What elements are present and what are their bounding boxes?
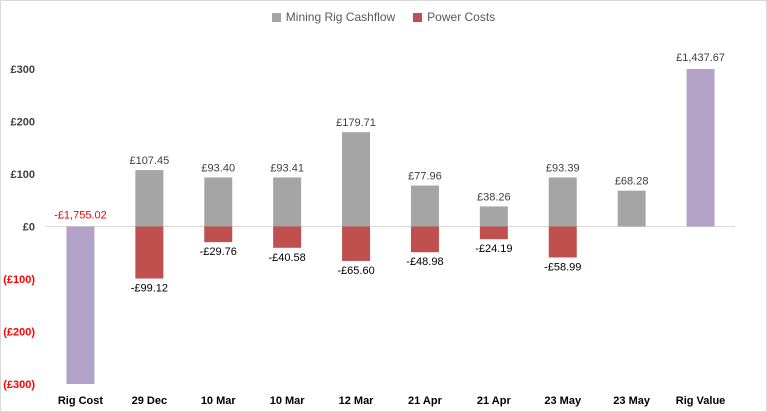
data-label-cashflow: £93.41 — [270, 162, 304, 174]
bar-cashflow — [410, 185, 439, 227]
x-tick-label: 12 Mar — [339, 395, 375, 407]
legend-swatch-power — [413, 12, 423, 22]
data-label-cashflow: £68.28 — [615, 176, 649, 188]
bar-cashflow — [548, 177, 577, 227]
x-tick-label: 23 May — [544, 395, 582, 407]
bar-cashflow — [479, 206, 508, 227]
bar-power-cost — [273, 226, 302, 248]
bar-cashflow — [204, 177, 233, 227]
y-tick-label: £100 — [11, 169, 35, 181]
bar-power-cost — [204, 226, 233, 243]
bar-power-cost — [479, 226, 508, 240]
y-tick-label: £300 — [11, 64, 35, 76]
bar-cashflow — [273, 177, 302, 227]
legend-item-cashflow: Mining Rig Cashflow — [271, 10, 396, 24]
data-label-rig-cost: -£1,755.02 — [54, 210, 107, 222]
legend-item-power: Power Costs — [413, 10, 495, 24]
data-label-power: -£29.76 — [200, 246, 237, 258]
legend-label-cashflow: Mining Rig Cashflow — [285, 10, 396, 24]
y-tick-label: (£100) — [3, 274, 35, 286]
y-tick-label: (£300) — [3, 379, 35, 391]
bar-power-cost — [135, 226, 164, 279]
bar-cashflow — [135, 170, 164, 227]
y-tick-label: £200 — [11, 117, 35, 129]
data-label-cashflow: £77.96 — [408, 171, 442, 183]
x-tick-label: 21 Apr — [477, 395, 512, 407]
data-label-cashflow: £93.39 — [546, 162, 580, 174]
data-label-power: -£65.60 — [337, 265, 374, 277]
y-tick-label: £0 — [23, 222, 35, 234]
x-tick-label: 29 Dec — [132, 395, 167, 407]
data-label-power: -£99.12 — [131, 283, 168, 295]
x-tick-label: 23 May — [613, 395, 651, 407]
data-label-power: -£58.99 — [544, 261, 581, 273]
data-label-cashflow: £107.45 — [129, 155, 169, 167]
x-tick-label: 10 Mar — [270, 395, 306, 407]
x-tick-label: 10 Mar — [201, 395, 237, 407]
bar-rig-cost — [66, 226, 95, 384]
bar-rig-value — [686, 69, 715, 227]
x-tick-label: 21 Apr — [408, 395, 443, 407]
legend-label-power: Power Costs — [427, 10, 496, 24]
bar-power-cost — [410, 226, 439, 253]
data-label-cashflow: £38.26 — [477, 191, 511, 203]
data-label-power: -£40.58 — [268, 252, 305, 264]
data-label-power: -£24.19 — [475, 243, 512, 255]
data-label-rig-value: £1,437.67 — [676, 52, 725, 64]
x-tick-label: Rig Value — [676, 395, 726, 407]
y-tick-label: (£200) — [3, 327, 35, 339]
bar-cashflow — [617, 190, 646, 227]
bar-power-cost — [342, 226, 371, 261]
bar-cashflow — [342, 132, 371, 227]
legend-swatch-cashflow — [271, 12, 281, 22]
bar-power-cost — [548, 226, 577, 258]
legend: Mining Rig Cashflow Power Costs — [0, 10, 767, 24]
data-label-cashflow: £179.71 — [336, 117, 376, 129]
x-tick-label: Rig Cost — [58, 395, 104, 407]
data-label-power: -£48.98 — [406, 256, 443, 268]
data-label-cashflow: £93.40 — [201, 162, 235, 174]
